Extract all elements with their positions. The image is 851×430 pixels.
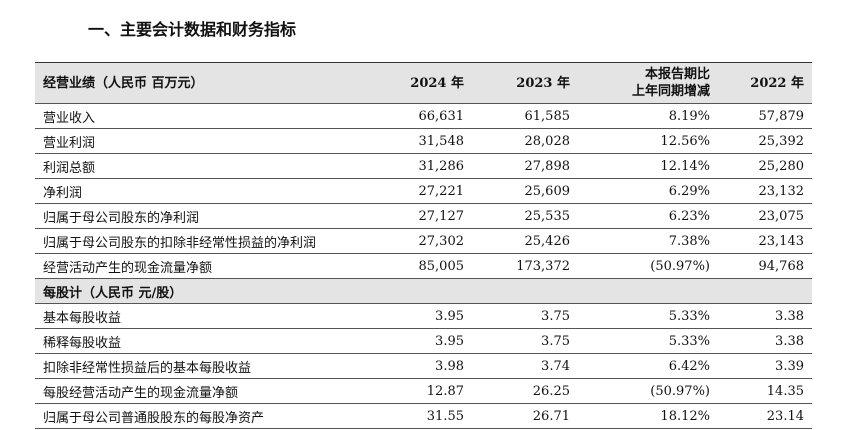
table-row: 扣除非经常性损益后的基本每股收益 3.98 3.74 6.42% 3.39 — [35, 353, 812, 379]
cell: 经营活动产生的现金流量净额 — [35, 253, 372, 279]
cell: 94,768 — [718, 253, 812, 279]
cell: 173,372 — [472, 253, 578, 279]
cell: 营业收入 — [35, 103, 372, 129]
cell: 26.71 — [472, 403, 578, 429]
cell: 12.14% — [578, 153, 718, 179]
cell: 25,426 — [472, 228, 578, 254]
cell: 每股经营活动产生的现金流量净额 — [35, 378, 372, 404]
cell: 18.12% — [578, 403, 718, 429]
table-row: 每股计（人民币 元/股） — [35, 278, 812, 304]
cell: 25,609 — [472, 178, 578, 204]
cell: 3.98 — [372, 353, 472, 379]
cell: 6.23% — [578, 203, 718, 229]
table-row: 基本每股收益 3.95 3.75 5.33% 3.38 — [35, 303, 812, 329]
cell: 3.95 — [372, 328, 472, 354]
column-header: 经营业绩（人民币 百万元） — [35, 62, 372, 104]
cell: 25,280 — [718, 153, 812, 179]
table-row: 利润总额 31,286 27,898 12.14% 25,280 — [35, 153, 812, 179]
table-row: 每股经营活动产生的现金流量净额 12.87 26.25 (50.97%) 14.35 — [35, 378, 812, 404]
table-row: 营业收入 66,631 61,585 8.19% 57,879 — [35, 103, 812, 129]
cell: 57,879 — [718, 103, 812, 129]
cell: 6.29% — [578, 178, 718, 204]
table-row: 归属于母公司股东的净利润 27,127 25,535 6.23% 23,075 — [35, 203, 812, 229]
table-body: 营业收入 66,631 61,585 8.19% 57,879 营业利润 31,548 28,… — [35, 103, 812, 429]
cell: 3.95 — [372, 303, 472, 329]
cell: 12.56% — [578, 128, 718, 154]
cell: 12.87 — [372, 378, 472, 404]
cell: 5.33% — [578, 303, 718, 329]
cell: (50.97%) — [578, 378, 718, 404]
header-row: 经营业绩（人民币 百万元） 2024 年 2023 年本报告期比 上年同期增减 202… — [35, 62, 812, 104]
cell: 3.75 — [472, 328, 578, 354]
cell: 14.35 — [718, 378, 812, 404]
cell: (50.97%) — [578, 253, 718, 279]
table-row: 净利润 27,221 25,609 6.29% 23,132 — [35, 178, 812, 204]
table-row: 稀释每股收益 3.95 3.75 5.33% 3.38 — [35, 328, 812, 354]
cell: 23.14 — [718, 403, 812, 429]
column-header: 2024 年 — [372, 62, 472, 104]
cell: 23,132 — [718, 178, 812, 204]
table-row: 营业利润 31,548 28,028 12.56% 25,392 — [35, 128, 812, 154]
column-header: 2023 年 — [472, 62, 578, 104]
table-row: 经营活动产生的现金流量净额 85,005 173,372 (50.97%) 94,768 — [35, 253, 812, 279]
cell: 5.33% — [578, 328, 718, 354]
cell: 3.75 — [472, 303, 578, 329]
cell: 扣除非经常性损益后的基本每股收益 — [35, 353, 372, 379]
cell: 66,631 — [372, 103, 472, 129]
cell: 归属于母公司股东的净利润 — [35, 203, 372, 229]
cell: 营业利润 — [35, 128, 372, 154]
cell: 27,221 — [372, 178, 472, 204]
cell: 31,548 — [372, 128, 472, 154]
cell: 26.25 — [472, 378, 578, 404]
cell: 85,005 — [372, 253, 472, 279]
column-header: 2022 年 — [718, 62, 812, 104]
cell: 23,075 — [718, 203, 812, 229]
title: 一、主要会计数据和财务指标 — [88, 20, 297, 39]
cell: 3.39 — [718, 353, 812, 379]
table-row: 归属于母公司股东的扣除非经常性损益的净利润 27,302 25,426 7.38% 23… — [35, 228, 812, 254]
cell: 31.55 — [372, 403, 472, 429]
cell: 31,286 — [372, 153, 472, 179]
cell: 25,535 — [472, 203, 578, 229]
section-header: 每股计（人民币 元/股） — [35, 278, 812, 304]
cell: 3.74 — [472, 353, 578, 379]
cell: 27,302 — [372, 228, 472, 254]
cell: 归属于母公司股东的扣除非经常性损益的净利润 — [35, 228, 372, 254]
financial-table: 经营业绩（人民币 百万元） 2024 年 2023 年本报告期比 上年同期增减 202… — [35, 62, 812, 429]
cell: 基本每股收益 — [35, 303, 372, 329]
cell: 6.42% — [578, 353, 718, 379]
cell: 27,127 — [372, 203, 472, 229]
cell: 23,143 — [718, 228, 812, 254]
cell: 3.38 — [718, 328, 812, 354]
cell: 27,898 — [472, 153, 578, 179]
cell: 7.38% — [578, 228, 718, 254]
column-header: 本报告期比 上年同期增减 — [578, 62, 718, 104]
cell: 归属于母公司普通股股东的每股净资产 — [35, 403, 372, 429]
cell: 8.19% — [578, 103, 718, 129]
cell: 稀释每股收益 — [35, 328, 372, 354]
cell: 61,585 — [472, 103, 578, 129]
cell: 28,028 — [472, 128, 578, 154]
cell: 3.38 — [718, 303, 812, 329]
cell: 净利润 — [35, 178, 372, 204]
table-row: 归属于母公司普通股股东的每股净资产 31.55 26.71 18.12% 23.14 — [35, 403, 812, 429]
cell: 25,392 — [718, 128, 812, 154]
cell: 利润总额 — [35, 153, 372, 179]
